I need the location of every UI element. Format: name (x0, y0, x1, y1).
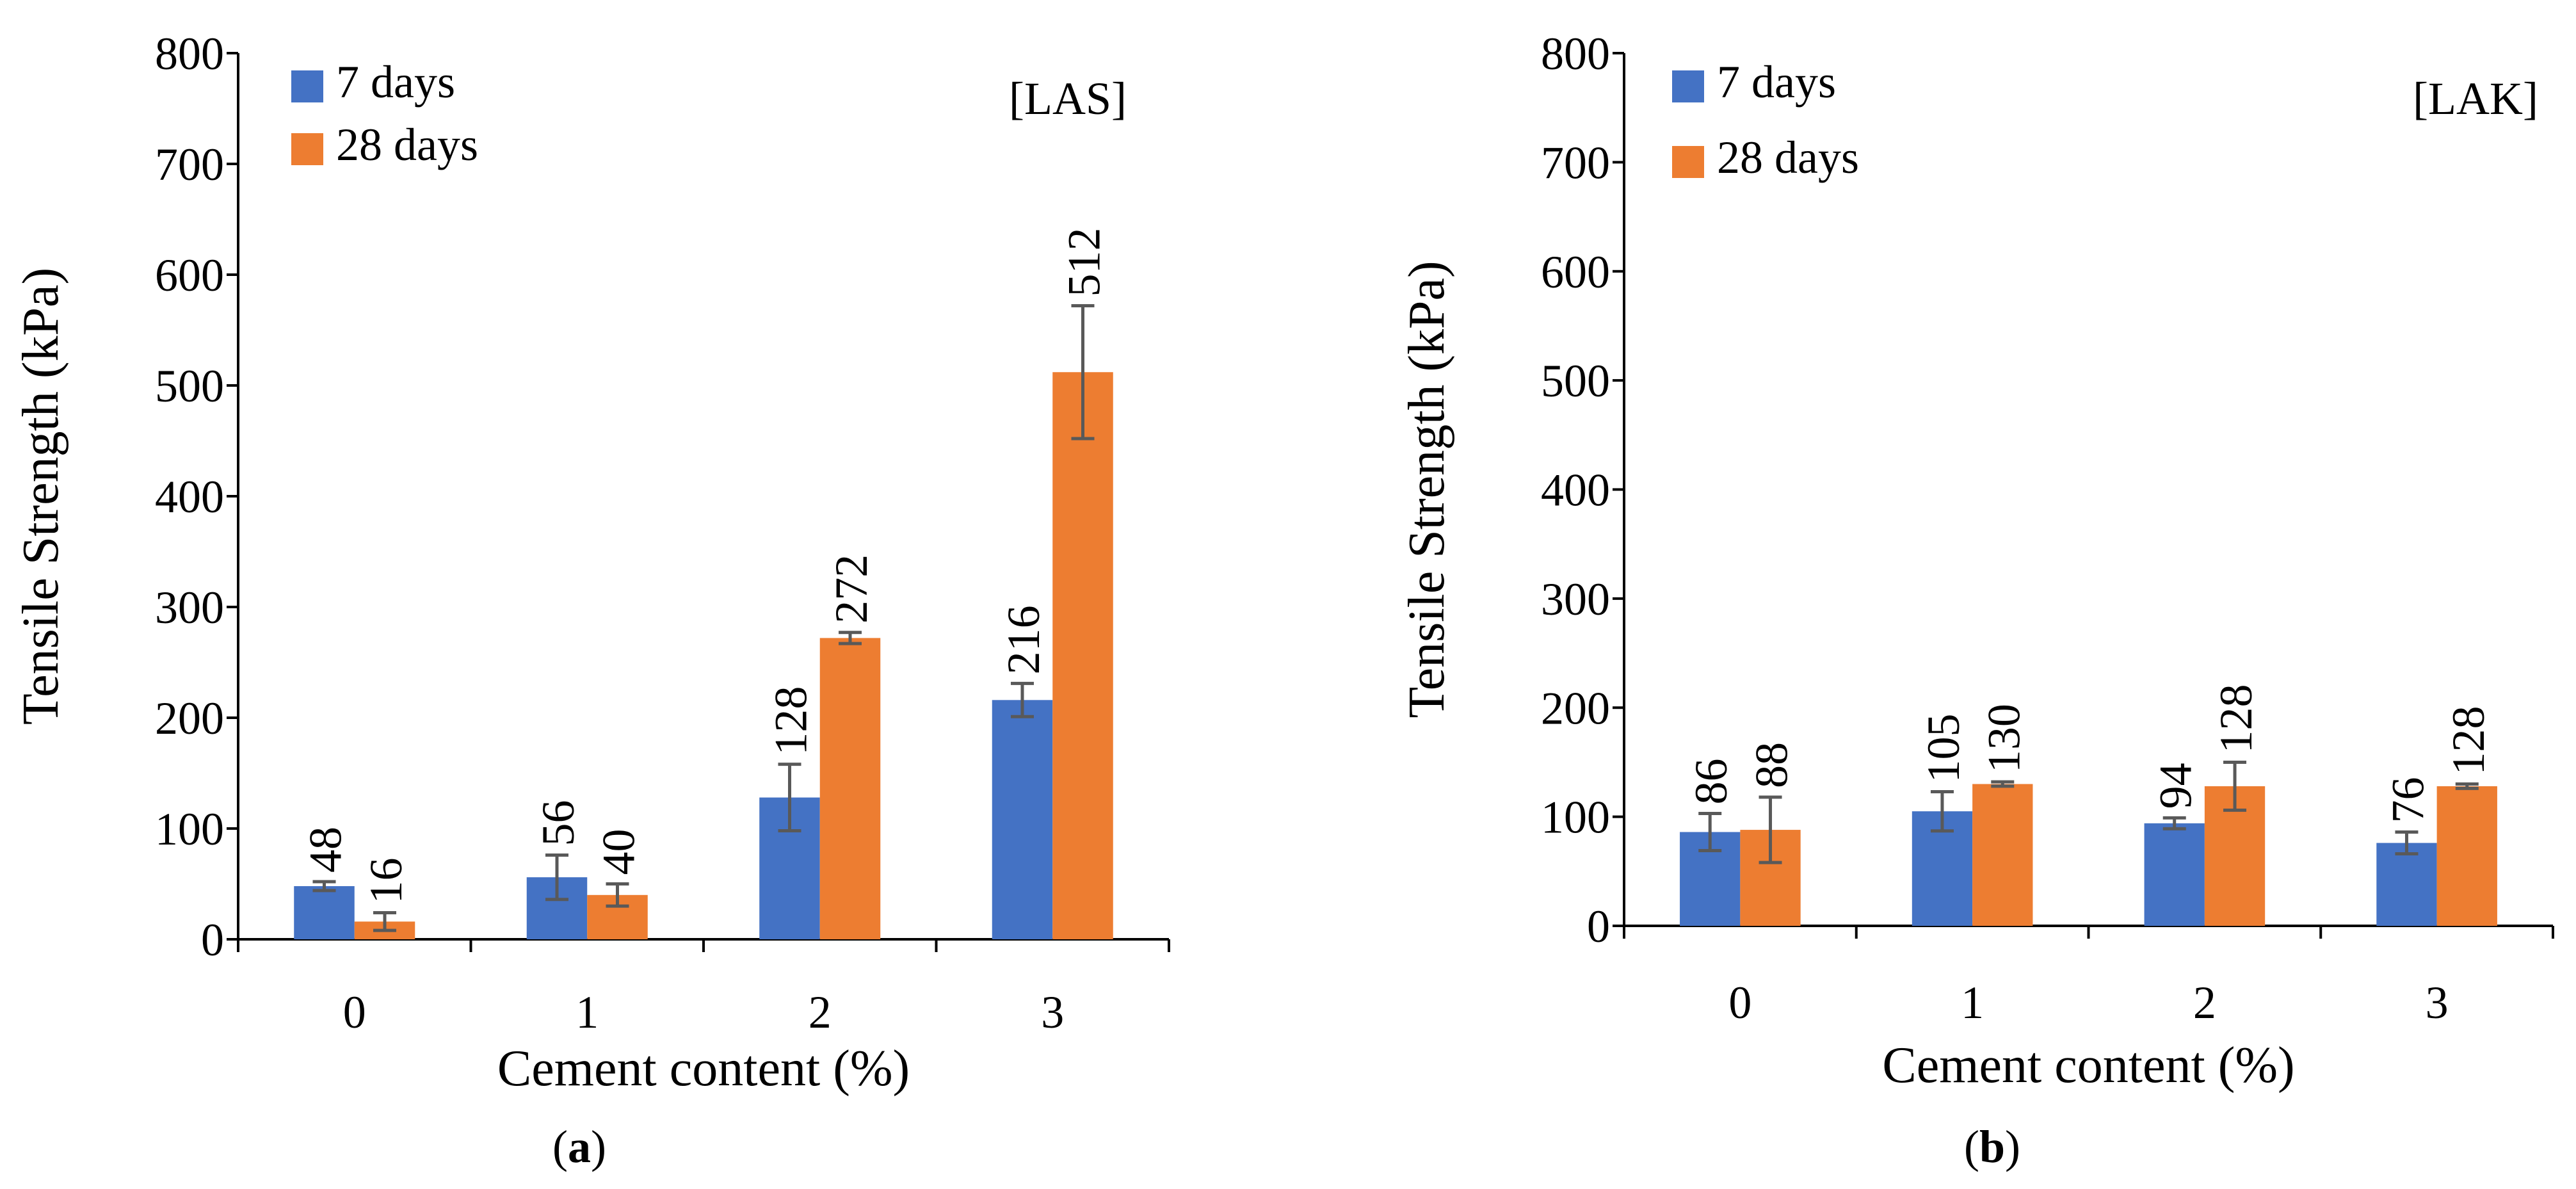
x-tick-label: 3 (1041, 987, 1064, 1038)
caption-letter: b (1979, 1121, 2005, 1172)
y-tick-label: 100 (155, 804, 224, 855)
legend-swatch-28-days (1672, 146, 1704, 178)
legend-label: 7 days (336, 56, 455, 108)
legend-label: 28 days (336, 119, 478, 170)
y-tick-label: 800 (155, 28, 224, 79)
x-tick-label: 3 (2426, 977, 2449, 1028)
y-tick-label: 500 (1541, 355, 1610, 407)
error-bar (1071, 303, 1095, 441)
y-tick-label: 300 (1541, 574, 1610, 625)
y-tick-label: 400 (1541, 465, 1610, 516)
error-bar (1930, 789, 1954, 833)
data-label: 128 (765, 686, 816, 756)
error-bar (1698, 812, 1722, 852)
bar-28-days-1 (1972, 784, 2033, 926)
error-bar (373, 910, 397, 932)
panel-a: 0 100 200 300 400 500 600 700 800 0 1 2 3 48 56 128 216 1… (13, 28, 1170, 1172)
data-label: 86 (1686, 759, 1737, 805)
bar-7-days-2 (2144, 823, 2205, 926)
y-tick-label: 300 (155, 582, 224, 633)
panel-caption: (a) (552, 1121, 606, 1172)
bar-7-days-3 (992, 700, 1053, 939)
error-bar (312, 880, 336, 893)
y-tick-label: 400 (155, 471, 224, 522)
data-label: 512 (1059, 227, 1110, 296)
legend-label: 7 days (1717, 56, 1836, 108)
y-tick-label: 200 (155, 693, 224, 744)
error-bar (606, 882, 629, 908)
data-label: 40 (593, 829, 645, 875)
bar-28-days-3 (1052, 372, 1113, 939)
bar-28-days-3 (2436, 786, 2497, 926)
x-tick-label: 1 (1961, 977, 1984, 1028)
legend-swatch-28-days (291, 133, 323, 165)
error-bar (2223, 760, 2247, 812)
error-bar (1010, 681, 1034, 718)
y-tick-label: 200 (1541, 683, 1610, 734)
error-bar (839, 631, 862, 645)
error-bar (2395, 830, 2419, 856)
y-tick-label: 800 (1541, 28, 1610, 79)
x-axis-title: Cement content (%) (1882, 1037, 2294, 1094)
panel-caption: (b) (1964, 1121, 2020, 1172)
x-tick-label: 1 (576, 987, 599, 1038)
data-label: 105 (1918, 713, 1969, 782)
data-label: 216 (998, 605, 1049, 674)
y-tick-label: 600 (155, 250, 224, 301)
legend-swatch-7-days (1672, 70, 1704, 102)
error-bar (1991, 780, 2015, 788)
panel-tag: [LAK] (2413, 73, 2538, 124)
y-tick-label: 600 (1541, 247, 1610, 298)
error-bar (545, 853, 568, 902)
y-tick-label: 100 (1541, 792, 1610, 843)
panel-b: 0 100 200 300 400 500 600 700 800 0 1 2 3 86 105 94 76 88… (1399, 28, 2554, 1172)
caption-letter: a (568, 1121, 591, 1172)
y-tick-label: 0 (1587, 901, 1610, 952)
data-label: 76 (2382, 777, 2433, 823)
y-axis-title: Tensile Strength (kPa) (13, 268, 69, 725)
x-tick-label: 0 (343, 987, 366, 1038)
bar-7-days-3 (2376, 843, 2437, 926)
legend-swatch-7-days (291, 70, 323, 102)
panel-tag: [LAS] (1009, 73, 1127, 124)
data-label: 56 (533, 800, 584, 846)
error-bar (778, 763, 801, 832)
bar-7-days-0 (294, 886, 355, 939)
data-label: 88 (1746, 742, 1798, 788)
y-tick-label: 700 (1541, 137, 1610, 188)
y-tick-label: 700 (155, 139, 224, 190)
bar-28-days-2 (819, 638, 881, 939)
error-bar (2455, 782, 2479, 790)
x-axis-title: Cement content (%) (497, 1040, 910, 1097)
data-label: 48 (300, 827, 351, 873)
error-bar (1759, 795, 1782, 864)
data-label: 16 (360, 857, 412, 903)
data-label: 272 (826, 554, 877, 624)
y-tick-label: 500 (155, 360, 224, 412)
legend-label: 28 days (1717, 132, 1859, 183)
data-label: 94 (2150, 763, 2202, 809)
error-bar (2162, 816, 2186, 830)
x-tick-label: 0 (1728, 977, 1751, 1028)
x-tick-label: 2 (809, 987, 832, 1038)
y-axis-title: Tensile Strength (kPa) (1399, 261, 1455, 718)
x-tick-label: 2 (2193, 977, 2216, 1028)
data-label: 130 (1978, 704, 2029, 773)
y-tick-label: 0 (201, 914, 224, 966)
data-label: 128 (2210, 684, 2262, 753)
data-label: 128 (2443, 706, 2494, 775)
